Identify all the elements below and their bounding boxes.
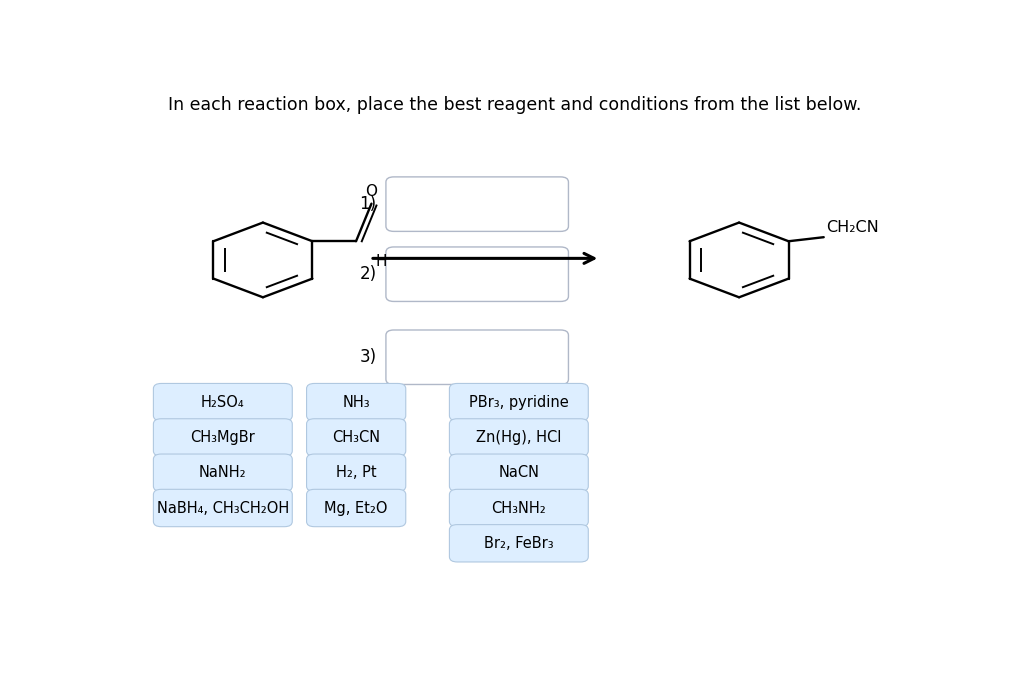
FancyBboxPatch shape: [154, 454, 292, 491]
Text: NaCN: NaCN: [499, 465, 540, 480]
FancyBboxPatch shape: [306, 419, 406, 456]
Text: H: H: [376, 254, 387, 269]
FancyBboxPatch shape: [154, 419, 292, 456]
FancyBboxPatch shape: [450, 524, 588, 562]
Text: CH₃CN: CH₃CN: [332, 430, 380, 445]
FancyBboxPatch shape: [154, 489, 292, 526]
Text: NaBH₄, CH₃CH₂OH: NaBH₄, CH₃CH₂OH: [157, 501, 289, 516]
Text: 1): 1): [359, 195, 377, 213]
FancyBboxPatch shape: [450, 489, 588, 526]
Text: 3): 3): [359, 348, 377, 366]
Text: In each reaction box, place the best reagent and conditions from the list below.: In each reaction box, place the best rea…: [168, 96, 861, 115]
FancyBboxPatch shape: [306, 489, 406, 526]
FancyBboxPatch shape: [386, 247, 568, 301]
FancyBboxPatch shape: [306, 384, 406, 421]
Text: O: O: [366, 185, 378, 200]
FancyBboxPatch shape: [450, 384, 588, 421]
FancyBboxPatch shape: [306, 454, 406, 491]
Text: Mg, Et₂O: Mg, Et₂O: [325, 501, 388, 516]
FancyBboxPatch shape: [450, 419, 588, 456]
Text: CH₃NH₂: CH₃NH₂: [492, 501, 546, 516]
FancyBboxPatch shape: [154, 384, 292, 421]
Text: NH₃: NH₃: [342, 395, 370, 410]
Text: Br₂, FeBr₃: Br₂, FeBr₃: [484, 536, 554, 551]
FancyBboxPatch shape: [450, 454, 588, 491]
Text: PBr₃, pyridine: PBr₃, pyridine: [469, 395, 568, 410]
Text: 2): 2): [359, 265, 377, 283]
Text: H₂SO₄: H₂SO₄: [201, 395, 245, 410]
Text: CH₂CN: CH₂CN: [826, 220, 879, 235]
Text: H₂, Pt: H₂, Pt: [336, 465, 377, 480]
FancyBboxPatch shape: [386, 177, 568, 231]
FancyBboxPatch shape: [386, 330, 568, 384]
Text: NaNH₂: NaNH₂: [199, 465, 247, 480]
Text: CH₃MgBr: CH₃MgBr: [190, 430, 255, 445]
Text: Zn(Hg), HCl: Zn(Hg), HCl: [476, 430, 561, 445]
